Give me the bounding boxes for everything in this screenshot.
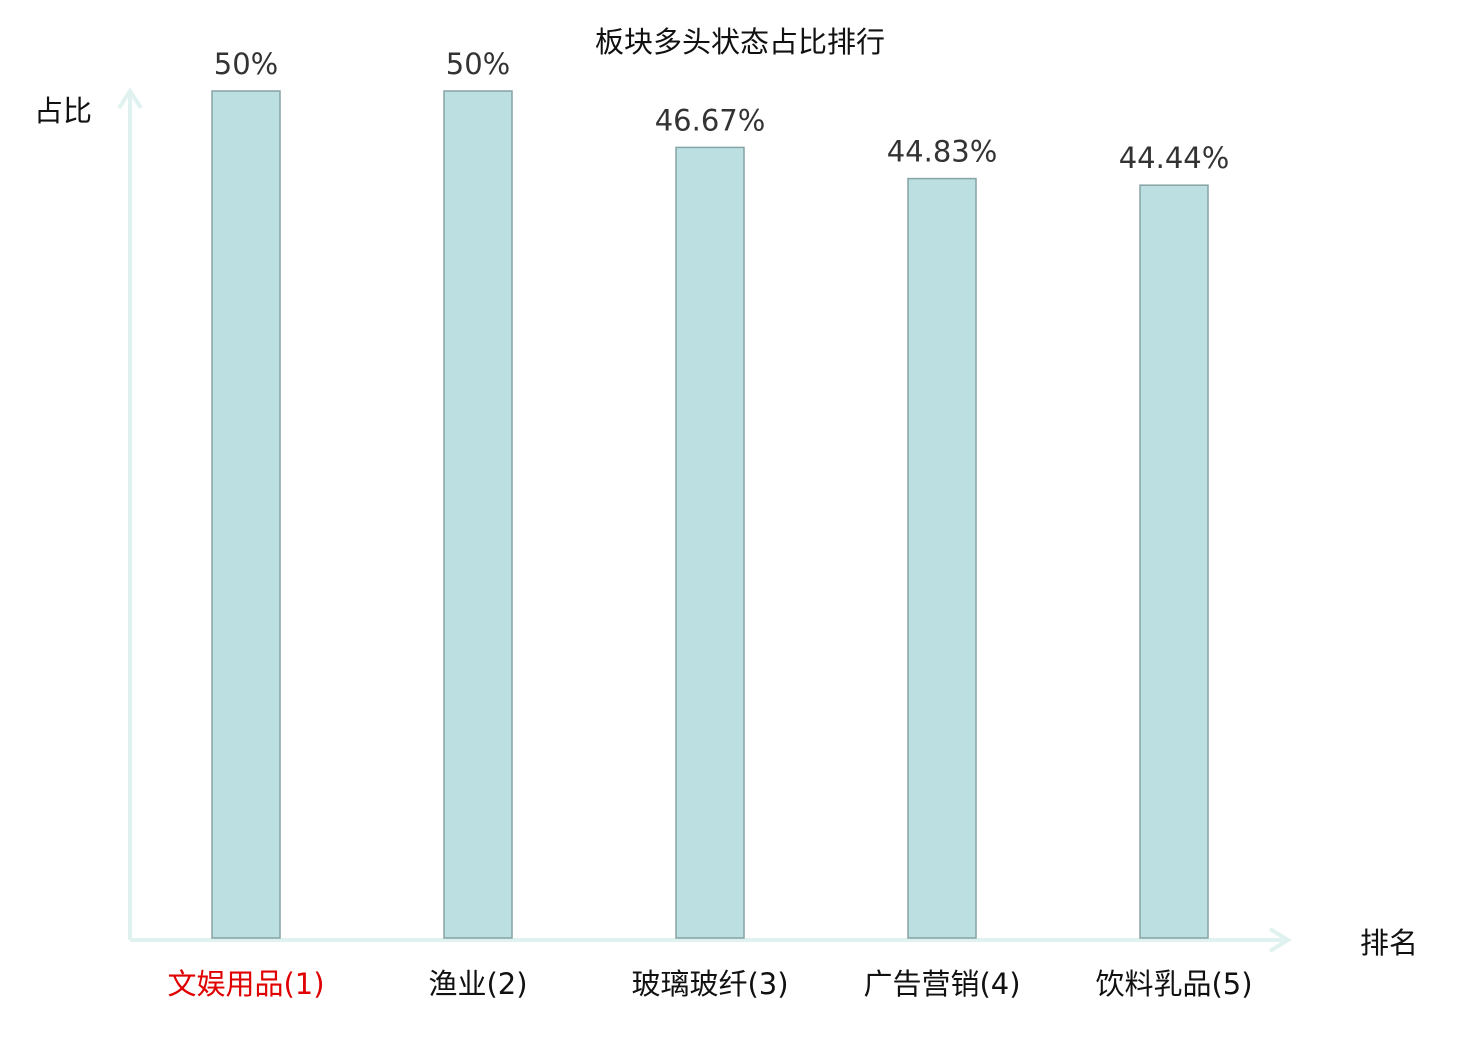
value-labels-group: 50% 50% 46.67% 44.83% 44.44% bbox=[214, 47, 1230, 175]
y-axis-arrow-icon bbox=[117, 87, 143, 110]
chart-title: 板块多头状态占比排行 bbox=[595, 25, 885, 59]
value-label-4: 44.83% bbox=[887, 135, 998, 169]
category-label-2: 渔业(2) bbox=[428, 967, 527, 1001]
category-label-1: 文娱用品(1) bbox=[167, 967, 324, 1001]
category-labels-group: 文娱用品(1) 渔业(2) 玻璃玻纤(3) 广告营销(4) 饮料乳品(5) bbox=[167, 967, 1252, 1001]
value-label-5: 44.44% bbox=[1119, 141, 1230, 175]
bar-5 bbox=[1139, 184, 1209, 939]
x-axis-arrow-icon bbox=[1268, 927, 1292, 953]
value-label-1: 50% bbox=[214, 47, 278, 81]
category-label-4: 广告营销(4) bbox=[863, 967, 1020, 1001]
bar-1 bbox=[211, 90, 281, 939]
bars-group bbox=[211, 90, 1209, 939]
category-label-5: 饮料乳品(5) bbox=[1095, 967, 1252, 1001]
value-label-2: 50% bbox=[446, 47, 510, 81]
axes bbox=[117, 87, 1292, 953]
value-label-3: 46.67% bbox=[655, 103, 766, 137]
x-axis-label: 排名 bbox=[1360, 926, 1418, 960]
category-label-3: 玻璃玻纤(3) bbox=[631, 967, 788, 1001]
y-axis-label: 占比 bbox=[34, 94, 92, 128]
bar-2 bbox=[443, 90, 513, 939]
bar-4 bbox=[907, 177, 977, 939]
bar-3 bbox=[675, 146, 745, 939]
